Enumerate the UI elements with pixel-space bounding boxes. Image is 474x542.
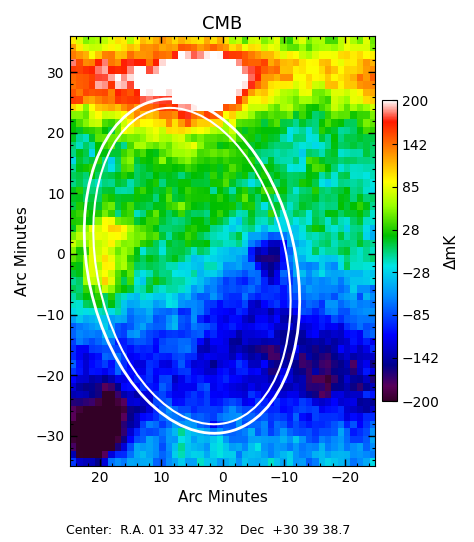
Y-axis label: ΔmK: ΔmK [444,233,459,268]
Title: CMB: CMB [202,15,243,33]
X-axis label: Arc Minutes: Arc Minutes [178,491,267,505]
Text: Center:  R.A. 01 33 47.32    Dec  +30 39 38.7: Center: R.A. 01 33 47.32 Dec +30 39 38.7 [66,524,351,537]
Y-axis label: Arc Minutes: Arc Minutes [15,206,30,296]
